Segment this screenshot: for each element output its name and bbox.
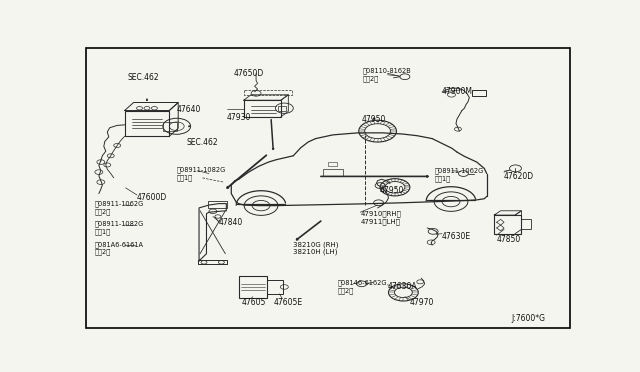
Text: 47630E: 47630E [442,232,471,241]
Text: 47950: 47950 [380,186,404,195]
Text: ⒱08110-8162B
　　2）: ⒱08110-8162B 2） [363,68,412,82]
Text: 47630A: 47630A [388,282,417,291]
Bar [278,106,286,110]
Bar [208,201,227,208]
Text: ⒱08146-6162G
　　2）: ⒱08146-6162G 2） [338,280,387,294]
Text: ⓝ08911-1062G
　　2）: ⓝ08911-1062G 2） [95,201,144,215]
Text: 47620D: 47620D [504,172,534,181]
Bar [522,219,531,230]
Text: 47950: 47950 [361,115,386,124]
Bar [125,110,169,136]
Bar [494,215,522,234]
Bar [328,162,337,166]
Text: J:7600*G: J:7600*G [511,314,545,323]
Bar [239,276,268,298]
Text: 47600D: 47600D [137,193,167,202]
Bar [244,100,281,117]
Text: 38210G (RH)
38210H (LH): 38210G (RH) 38210H (LH) [293,241,339,255]
Text: 47650D: 47650D [234,69,264,78]
Text: SEC.462: SEC.462 [187,138,218,147]
Text: SEC.462: SEC.462 [127,73,159,82]
Text: 47640: 47640 [177,105,201,113]
Text: ⒱081A6-6161A
　　2）: ⒱081A6-6161A 2） [95,241,144,255]
Text: ⓝ08911-1082G
　　1）: ⓝ08911-1082G 1） [95,221,144,235]
Text: 47970: 47970 [410,298,434,307]
Bar [323,169,343,176]
Bar [268,279,284,294]
Text: ⓝ08911-1062G
　　1）: ⓝ08911-1062G 1） [435,168,484,182]
Text: ⓝ08911-1082G
　　1）: ⓝ08911-1082G 1） [177,166,226,181]
Text: 47930: 47930 [227,113,251,122]
Text: 47605: 47605 [241,298,266,307]
Text: 47840: 47840 [219,218,243,227]
Text: 47910（RH）
47911（LH）: 47910（RH） 47911（LH） [360,211,401,225]
Text: 47850: 47850 [497,235,521,244]
Bar [472,90,486,96]
Text: 47900M: 47900M [442,87,473,96]
Bar [163,122,177,131]
Text: 47605E: 47605E [273,298,303,307]
